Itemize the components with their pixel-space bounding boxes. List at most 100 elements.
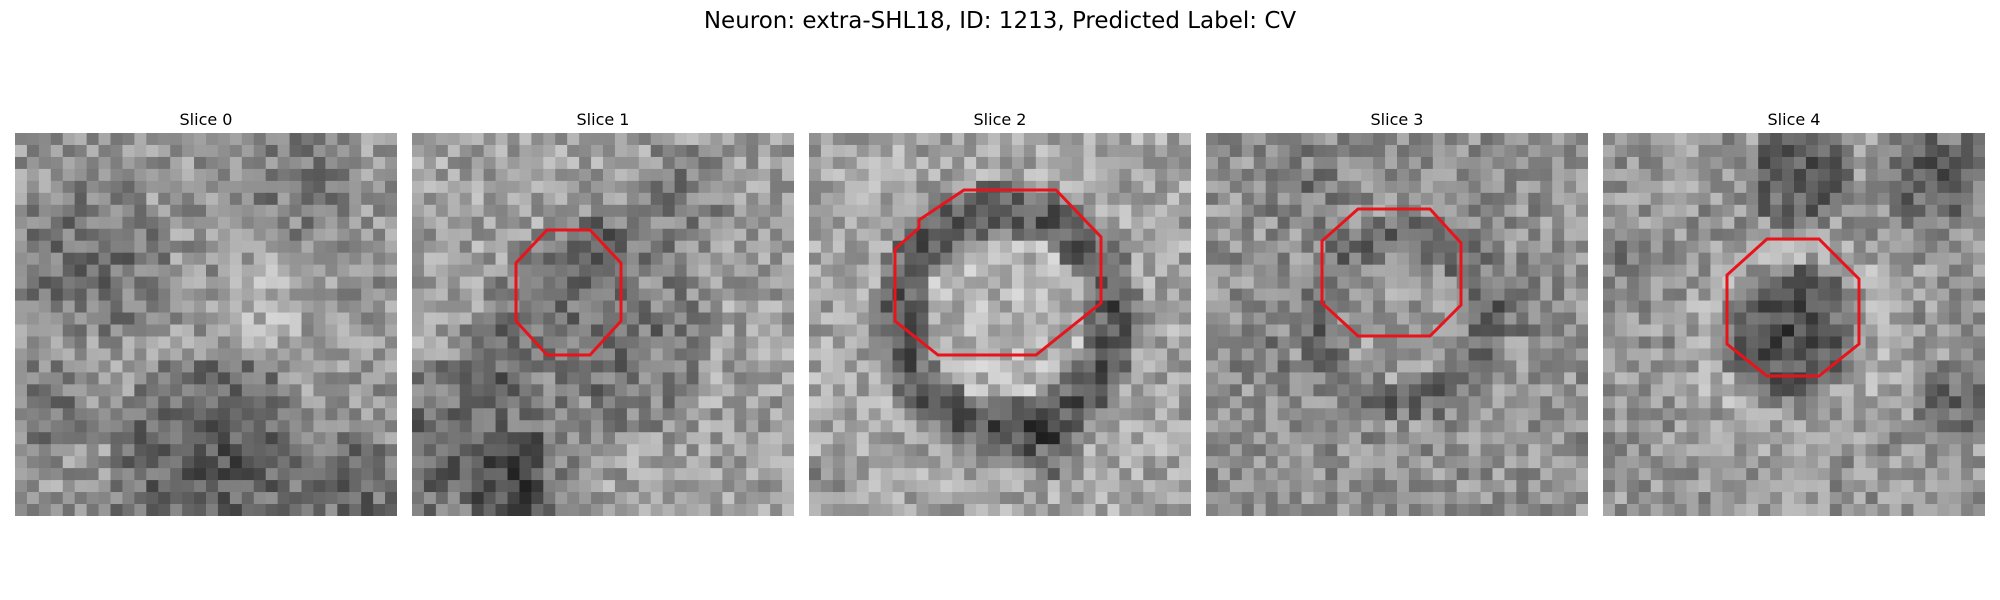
pixel-cell [1889, 348, 1903, 362]
pixel-cell [734, 204, 747, 218]
pixel-cell [1865, 133, 1879, 146]
pixel-cell [50, 264, 64, 278]
pixel-cell [1000, 480, 1013, 493]
pixel-cell [1265, 252, 1279, 266]
pixel-cell [1626, 312, 1640, 326]
pixel-cell [698, 312, 712, 326]
pixel-cell [614, 156, 628, 170]
pixel-cell [1000, 312, 1013, 326]
pixel-cell [50, 468, 64, 481]
pixel-cell [1385, 288, 1398, 302]
pixel-cell [758, 133, 771, 146]
pixel-cell [1277, 288, 1291, 302]
pixel-cell [1734, 432, 1747, 445]
pixel-cell [1277, 348, 1291, 362]
pixel-cell [543, 144, 556, 158]
pixel-cell [1805, 312, 1819, 326]
pixel-cell [1167, 360, 1180, 373]
pixel-cell [1480, 420, 1494, 433]
pixel-cell [904, 432, 918, 445]
pixel-cell [638, 276, 652, 290]
pixel-cell [1913, 252, 1926, 266]
pixel-cell [182, 204, 195, 218]
pixel-cell [1817, 312, 1831, 326]
pixel-cell [952, 396, 965, 409]
pixel-cell [1071, 264, 1085, 278]
pixel-cell [1674, 300, 1688, 314]
pixel-cell [1444, 396, 1458, 409]
pixel-cell [940, 168, 953, 182]
pixel-cell [289, 168, 303, 182]
pixel-cell [940, 492, 953, 505]
pixel-cell [1143, 432, 1156, 445]
pixel-cell [1829, 336, 1843, 350]
pixel-cell [1638, 133, 1652, 146]
pixel-cell [686, 240, 700, 254]
pixel-cell [555, 216, 568, 230]
pixel-cell [1325, 228, 1338, 242]
pixel-cell [1770, 156, 1783, 170]
pixel-cell [1408, 288, 1422, 302]
pixel-cell [1241, 456, 1255, 469]
pixel-cell [253, 192, 267, 206]
pixel-cell [844, 276, 858, 290]
pixel-cell [710, 360, 723, 373]
pixel-cell [229, 192, 243, 206]
pixel-cell [38, 504, 52, 516]
pixel-cell [1829, 300, 1843, 314]
pixel-cell [495, 384, 509, 397]
pixel-cell [579, 480, 592, 493]
pixel-cell [1265, 288, 1279, 302]
pixel-cell [435, 180, 449, 194]
pixel-cell [361, 276, 374, 290]
pixel-cell [1023, 240, 1037, 254]
pixel-cell [1023, 384, 1037, 397]
pixel-cell [507, 384, 521, 397]
pixel-cell [1817, 144, 1831, 158]
pixel-cell [1361, 384, 1374, 397]
pixel-cell [1853, 420, 1867, 433]
pixel-cell [507, 336, 521, 350]
pixel-cell [1782, 168, 1795, 182]
pixel-cell [844, 264, 858, 278]
pixel-cell [746, 276, 759, 290]
pixel-cell [313, 468, 326, 481]
pixel-cell [1973, 324, 1985, 338]
pixel-cell [1206, 144, 1219, 158]
pixel-cell [1662, 204, 1676, 218]
pixel-cell [1865, 264, 1879, 278]
pixel-cell [1662, 288, 1676, 302]
pixel-cell [1782, 252, 1795, 266]
pixel-cell [1576, 468, 1588, 481]
pixel-cell [1217, 504, 1231, 516]
pixel-cell [1540, 276, 1553, 290]
pixel-cell [832, 312, 846, 326]
pixel-cell [1805, 336, 1819, 350]
pixel-cell [459, 252, 473, 266]
pixel-cell [820, 492, 834, 505]
pixel-cell [758, 264, 771, 278]
pixel-cell [698, 480, 712, 493]
pixel-cell [194, 492, 207, 505]
pixel-cell [289, 360, 303, 373]
pixel-cell [38, 456, 52, 469]
pixel-cell [1865, 432, 1879, 445]
pixel-cell [1841, 144, 1855, 158]
pixel-cell [1119, 312, 1132, 326]
pixel-cell [832, 144, 846, 158]
pixel-cell [158, 204, 171, 218]
pixel-cell [1913, 336, 1926, 350]
pixel-cell [1492, 312, 1506, 326]
pixel-cell [579, 444, 592, 457]
pixel-cell [1289, 216, 1303, 230]
pixel-cell [1349, 133, 1362, 146]
pixel-cell [447, 180, 461, 194]
pixel-cell [1492, 360, 1506, 373]
pixel-cell [241, 372, 255, 385]
pixel-cell [1564, 324, 1577, 338]
pixel-cell [1480, 504, 1494, 516]
pixel-cell [170, 192, 183, 206]
pixel-cell [325, 216, 338, 230]
pixel-cell [1119, 264, 1132, 278]
pixel-cell [1023, 372, 1037, 385]
